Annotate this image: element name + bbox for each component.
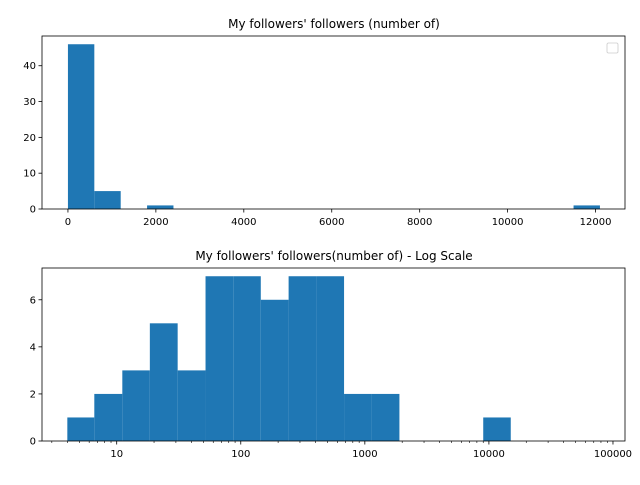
histogram-bar [371,393,400,441]
x-tick-label: 100 [231,449,250,460]
x-tick-label: 12000 [580,217,612,228]
histogram-bar [316,276,345,441]
y-tick-label: 20 [23,133,36,144]
histogram-bar [149,323,178,441]
y-tick-label: 2 [30,389,36,400]
histogram-bar [288,276,317,441]
x-tick-label: 10000 [492,217,524,228]
x-tick-label: 8000 [407,217,432,228]
histogram-bar [483,417,511,441]
y-tick-label: 0 [30,205,36,216]
linear-chart-title: My followers' followers (number of) [228,17,440,31]
histogram-bar [147,205,174,209]
histogram-bar [233,276,261,441]
x-tick-label: 10 [110,449,123,460]
x-tick-label: 10000 [473,449,505,460]
y-tick-label: 10 [23,169,36,180]
histogram-bar [344,393,372,441]
histogram-bar [573,205,600,209]
linear-histogram-bars [67,44,600,209]
x-tick-label: 100000 [594,449,632,460]
linear-plot-frame [41,35,626,210]
y-tick-label: 4 [30,342,36,353]
linear-axis-ticks: 0 2000 4000 6000 8000 10000 12000 0 10 20 30 40 [23,61,611,228]
histogram-bar [205,276,234,441]
histogram-bar [67,417,95,441]
histogram-bar [122,370,150,441]
x-tick-label: 0 [65,217,71,228]
histogram-bar [94,191,121,209]
y-tick-label: 6 [30,295,36,306]
x-tick-label: 2000 [143,217,168,228]
log-histogram-chart: My followers' followers(number of) - Log… [30,249,632,460]
histogram-bar [67,44,95,209]
x-tick-label: 4000 [231,217,256,228]
x-tick-label: 6000 [319,217,344,228]
log-histogram-bars [67,276,511,441]
linear-histogram-chart: My followers' followers (number of) 0 200… [23,17,626,228]
log-plot-frame [41,267,626,442]
log-chart-title: My followers' followers(number of) - Log… [195,249,472,263]
y-tick-label: 30 [23,97,36,108]
empty-legend-box [606,42,619,54]
y-tick-label: 40 [23,61,36,72]
y-tick-label: 0 [30,437,36,448]
histogram-bar [260,299,289,441]
histogram-bar [177,370,206,441]
x-tick-label: 1000 [352,449,377,460]
histogram-bar [94,393,123,441]
